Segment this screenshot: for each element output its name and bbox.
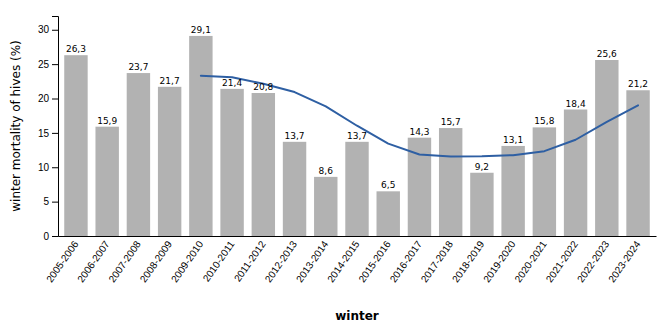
y-tick-label: 5	[43, 196, 49, 207]
y-tick-label: 15	[38, 128, 50, 139]
data-label: 23,7	[128, 62, 148, 72]
y-tick-mark	[52, 99, 58, 100]
y-tick-mark	[52, 202, 58, 203]
y-tick-mark	[52, 64, 58, 65]
bar	[564, 110, 587, 237]
bar	[64, 55, 87, 236]
bar	[314, 177, 337, 236]
bar	[283, 142, 306, 236]
data-label: 9,2	[475, 162, 489, 172]
data-label: 13,7	[347, 131, 367, 141]
y-tick: 0	[43, 231, 58, 242]
bar	[377, 191, 400, 236]
bar	[595, 60, 618, 236]
data-label: 8,6	[319, 166, 334, 176]
x-axis-line	[59, 236, 657, 237]
y-tick-label: 10	[38, 162, 50, 173]
data-label: 20,8	[253, 82, 273, 92]
y-tick: 15	[38, 128, 58, 139]
line	[201, 76, 638, 157]
y-tick-label: 0	[43, 231, 49, 242]
data-label: 21,7	[160, 76, 180, 86]
y-tick-label: 20	[38, 93, 50, 104]
data-label: 26,3	[66, 44, 86, 54]
y-tick-mark	[52, 236, 58, 237]
y-tick-label: 30	[38, 24, 50, 35]
y-tick-mark	[52, 30, 58, 31]
bar	[626, 90, 649, 236]
y-tick-label: 25	[38, 59, 50, 70]
data-label: 15,7	[441, 117, 461, 127]
bar	[127, 73, 150, 236]
y-axis: 0 5 10 15 20 25 30	[38, 17, 59, 242]
y-tick: 20	[38, 93, 58, 104]
data-label: 14,3	[409, 127, 429, 137]
y-tick-mark	[52, 167, 58, 168]
y-tick: 10	[38, 162, 58, 173]
y-tick: 5	[43, 196, 58, 207]
bar	[470, 173, 493, 236]
x-axis: 2005-20062006-20072007-20082008-20092009…	[44, 237, 656, 285]
x-tick: 2023-2024	[606, 238, 643, 284]
bar	[158, 87, 181, 236]
bar	[533, 127, 556, 236]
bar	[220, 89, 243, 236]
data-label: 21,2	[628, 79, 648, 89]
y-axis-title: winter mortality of hives (%)	[9, 40, 23, 212]
data-label: 21,4	[222, 78, 242, 88]
plot: 0 5 10 15 20 25 30 2005-20062006-20072007-20082…	[38, 17, 657, 285]
bar	[345, 142, 368, 236]
data-label: 13,1	[503, 135, 523, 145]
data-label: 6,5	[381, 180, 395, 190]
y-axis-line	[52, 17, 59, 237]
x-axis-title: winter	[335, 309, 379, 323]
bar	[501, 146, 524, 236]
bar	[189, 36, 212, 236]
bar	[439, 128, 462, 236]
data-label: 29,1	[191, 25, 211, 35]
data-label: 13,7	[285, 131, 305, 141]
data-label: 18,4	[566, 99, 586, 109]
bar-series	[64, 36, 650, 236]
data-label: 15,8	[534, 116, 554, 126]
y-tick: 30	[38, 24, 58, 35]
y-tick-mark	[52, 133, 58, 134]
chart: 0 5 10 15 20 25 30 2005-20062006-20072007-20082…	[0, 0, 670, 328]
data-label: 25,6	[597, 49, 617, 59]
y-tick: 25	[38, 59, 58, 70]
marks	[64, 36, 650, 236]
bar	[252, 93, 275, 236]
x-tick-label: 2023-2024	[606, 238, 643, 284]
data-label: 15,9	[97, 116, 117, 126]
bar	[95, 127, 118, 236]
data-labels: 26,3 15,9 23,7 21,7 29,1 21,4 20,8 13,7 8,6 13,7 6…	[66, 25, 648, 190]
